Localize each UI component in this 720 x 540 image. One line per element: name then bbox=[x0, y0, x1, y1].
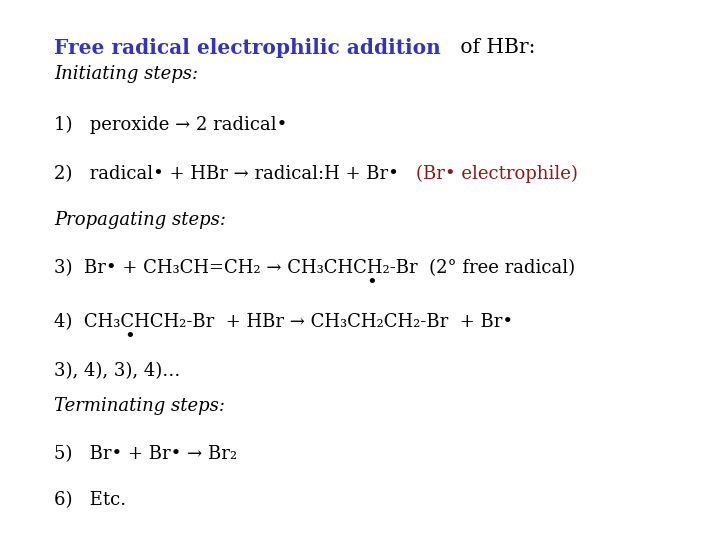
Text: 1)   peroxide → 2 radical•: 1) peroxide → 2 radical• bbox=[54, 116, 287, 134]
Text: Free radical electrophilic addition of HBr:: Free radical electrophilic addition of H… bbox=[0, 539, 1, 540]
Text: 5)   Br• + Br• → Br₂: 5) Br• + Br• → Br₂ bbox=[54, 446, 237, 463]
Text: Terminating steps:: Terminating steps: bbox=[54, 397, 225, 415]
Text: of HBr:: of HBr: bbox=[454, 38, 535, 57]
Text: Initiating steps:: Initiating steps: bbox=[54, 65, 198, 83]
Text: 4)  CH₃CHCH₂-Br  + HBr → CH₃CH₂CH₂-Br  + Br•: 4) CH₃CHCH₂-Br + HBr → CH₃CH₂CH₂-Br + Br… bbox=[54, 313, 513, 331]
Text: (Br• electrophile): (Br• electrophile) bbox=[416, 165, 578, 183]
Text: 2)   radical• + HBr → radical:H + Br•: 2) radical• + HBr → radical:H + Br• bbox=[54, 165, 416, 183]
Text: •: • bbox=[366, 274, 377, 292]
Text: 3), 4), 3), 4)…: 3), 4), 3), 4)… bbox=[54, 362, 181, 380]
Text: 3)  Br• + CH₃CH=CH₂ → CH₃CHCH₂-Br  (2° free radical): 3) Br• + CH₃CH=CH₂ → CH₃CHCH₂-Br (2° fre… bbox=[54, 259, 575, 277]
Text: •: • bbox=[125, 328, 135, 346]
Text: Propagating steps:: Propagating steps: bbox=[54, 211, 226, 228]
Text: Free radical electrophilic addition: Free radical electrophilic addition bbox=[54, 38, 441, 58]
Text: 6)   Etc.: 6) Etc. bbox=[54, 491, 126, 509]
